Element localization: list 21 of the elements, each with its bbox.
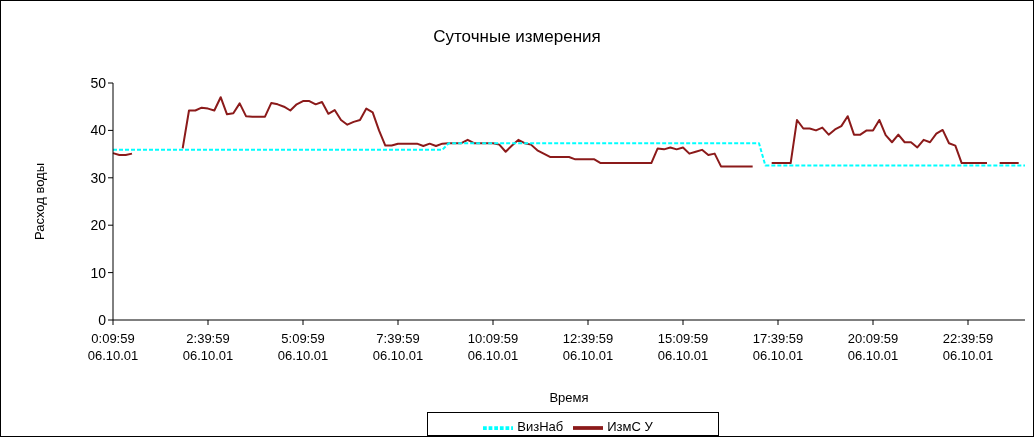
y-axis-title: Расход воды <box>31 162 47 241</box>
x-tick-label: 7:39:59 06.10.01 <box>372 331 424 363</box>
y-tick-label: 0 <box>98 311 107 328</box>
x-tick-label: 17:39:59 06.10.01 <box>752 331 804 363</box>
x-tick-label: 5:09:59 06.10.01 <box>277 331 329 363</box>
x-tick-label: 20:09:59 06.10.01 <box>847 331 899 363</box>
y-tick-label: 40 <box>90 122 107 139</box>
y-tick-label: 20 <box>90 217 107 234</box>
x-tick-label: 12:39:59 06.10.01 <box>562 331 614 363</box>
x-tick-label: 22:39:59 06.10.01 <box>942 331 994 363</box>
x-tick-label: 10:09:59 06.10.01 <box>467 331 519 363</box>
y-tick-label: 30 <box>90 169 107 186</box>
x-tick-label: 2:39:59 06.10.01 <box>182 331 234 363</box>
legend-label: ИзмС У <box>607 419 653 435</box>
x-tick-label: 0:09:59 06.10.01 <box>87 331 139 363</box>
y-tick-label: 10 <box>90 264 107 281</box>
legend-label: ВизНаб <box>517 419 564 435</box>
y-tick-label: 50 <box>90 74 107 91</box>
chart-title: Суточные измерения <box>432 27 602 47</box>
x-tick-label: 15:09:59 06.10.01 <box>657 331 709 363</box>
x-axis-title: Время <box>549 390 589 405</box>
